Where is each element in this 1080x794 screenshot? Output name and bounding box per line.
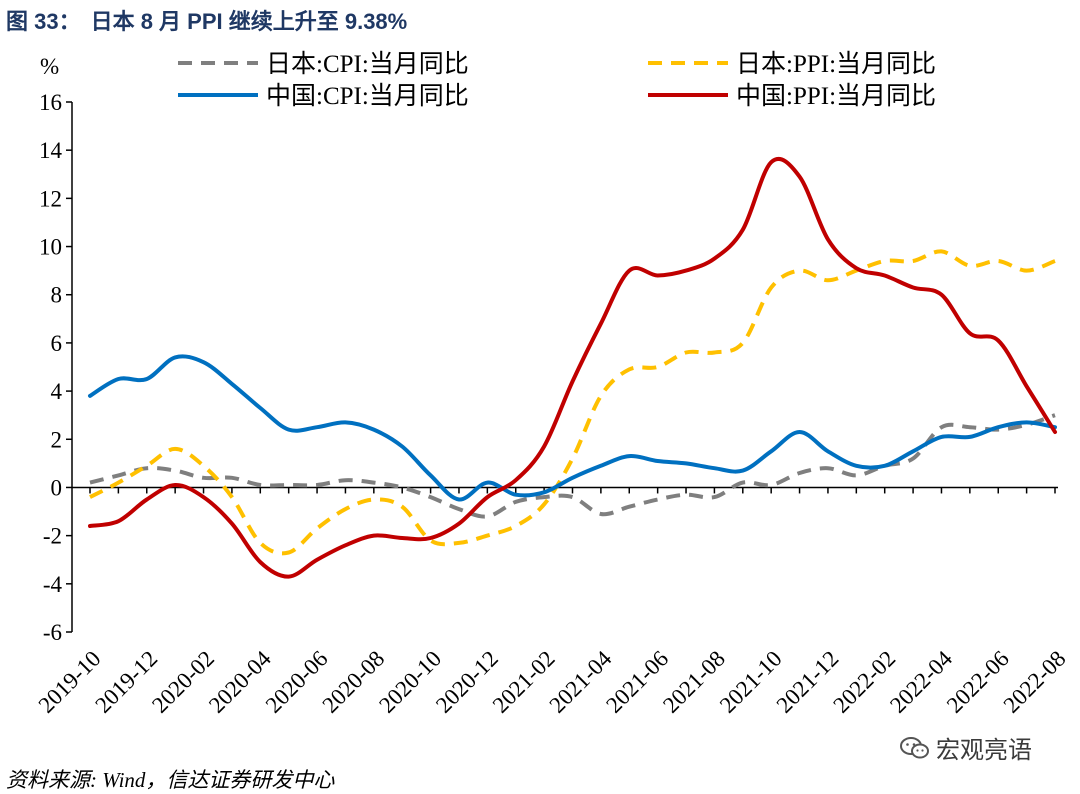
- y-tick-label: -2: [43, 524, 62, 549]
- y-tick-label: 12: [39, 186, 62, 211]
- x-tick-label: 2020-08: [317, 646, 389, 718]
- legend-label-3: 中国:CPI:当月同比: [266, 82, 469, 110]
- figure-title-text: 日本 8 月 PPI 继续上升至 9.38%: [90, 9, 408, 34]
- y-tick-label: 2: [51, 427, 63, 452]
- x-tick-label: 2020-06: [261, 646, 333, 718]
- y-tick-label: 14: [39, 138, 63, 163]
- source-note: 资料来源: Wind，信达证券研发中心: [6, 768, 335, 792]
- x-tick-label: 2021-06: [601, 646, 673, 718]
- x-tick-label: 2021-08: [658, 646, 730, 718]
- chart-series-lines: [88, 156, 1057, 579]
- legend-label-2: 日本:PPI:当月同比: [736, 50, 936, 78]
- x-tick-label: 2021-12: [772, 646, 844, 718]
- legend-label-4: 中国:PPI:当月同比: [736, 82, 936, 110]
- y-tick-label: 0: [51, 475, 63, 500]
- y-tick-label: 8: [51, 283, 63, 308]
- y-tick-label: 10: [39, 235, 62, 260]
- x-tick-label: 2021-02: [488, 646, 560, 718]
- x-tick-label: 2019-10: [34, 646, 106, 718]
- legend-label-1: 日本:CPI:当月同比: [266, 50, 469, 78]
- series-line-2: [89, 249, 1056, 556]
- x-tick-label: 2020-12: [431, 646, 503, 718]
- x-tick-label: 2020-10: [374, 646, 446, 718]
- x-tick-label: 2022-04: [885, 646, 957, 718]
- series-line-4: [88, 156, 1057, 579]
- x-tick-label: 2021-10: [715, 646, 787, 718]
- y-axis-unit-label: %: [40, 54, 59, 79]
- x-tick-label: 2020-04: [204, 646, 276, 718]
- figure-title: 图 33： 日本 8 月 PPI 继续上升至 9.38%: [6, 4, 417, 36]
- y-tick-label: 16: [39, 90, 62, 115]
- wechat-icon: [900, 736, 929, 758]
- series-line-1: [89, 413, 1056, 519]
- x-tick-label: 2022-02: [828, 646, 900, 718]
- x-tick-label: 2021-04: [545, 646, 617, 718]
- x-tick-label: 2020-02: [147, 646, 219, 718]
- figure-number: 图 33：: [6, 9, 81, 34]
- series-line-3: [88, 354, 1057, 502]
- x-tick-label: 2019-12: [90, 646, 162, 718]
- watermark: 宏观亮语: [900, 730, 1032, 765]
- watermark-text: 宏观亮语: [936, 737, 1032, 764]
- y-tick-label: -4: [43, 572, 63, 597]
- x-tick-label: 2022-08: [999, 646, 1071, 718]
- chart-axes: -6 -4 -2 0 2 4 6 8 10 12 14 16 2019-102019-122020-02…: [34, 90, 1071, 718]
- y-tick-label: 6: [51, 331, 63, 356]
- y-tick-label: -6: [43, 620, 62, 645]
- x-tick-label: 2022-06: [942, 646, 1014, 718]
- y-tick-label: 4: [51, 379, 63, 404]
